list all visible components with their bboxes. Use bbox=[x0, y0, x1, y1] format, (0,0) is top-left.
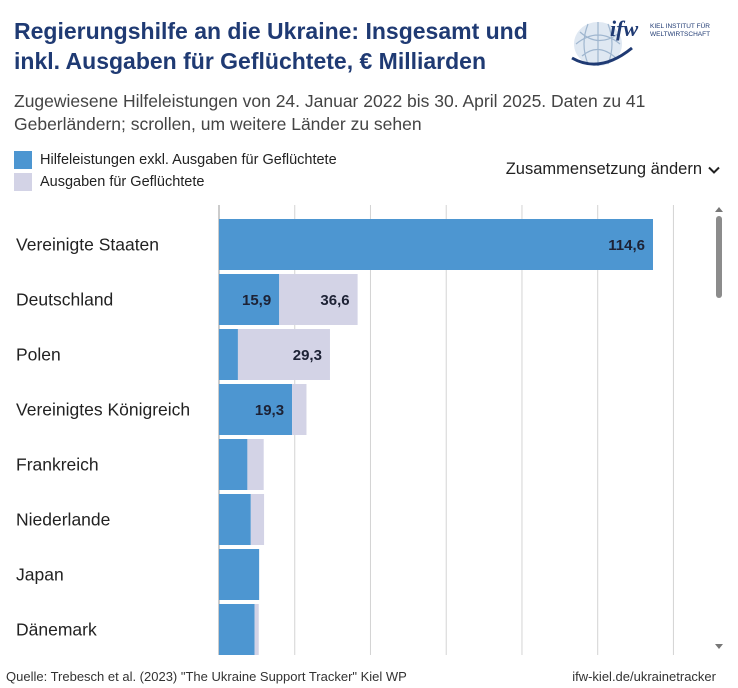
legend-item-aid: Hilfeleistungen exkl. Ausgaben für Geflü… bbox=[14, 150, 337, 170]
logo-subtext-1: KIEL INSTITUT FÜR bbox=[650, 22, 710, 30]
legend-swatch-refugees bbox=[14, 173, 32, 191]
legend-label-aid: Hilfeleistungen exkl. Ausgaben für Geflü… bbox=[40, 152, 337, 168]
bar-aid bbox=[219, 274, 280, 325]
data-label: 114,6 bbox=[608, 237, 645, 254]
logo-subtext-2: WELTWIRTSCHAFT bbox=[650, 31, 710, 38]
site-link[interactable]: ifw-kiel.de/ukrainetracker bbox=[572, 669, 716, 684]
bar-aid bbox=[219, 219, 653, 270]
source-note: Quelle: Trebesch et al. (2023) "The Ukra… bbox=[6, 669, 407, 684]
data-label: 15,9 bbox=[242, 292, 271, 309]
bar-aid bbox=[219, 494, 251, 545]
category-label: Vereinigtes Königreich bbox=[16, 400, 190, 420]
legend-item-refugees: Ausgaben für Geflüchtete bbox=[14, 172, 204, 192]
composition-dropdown[interactable]: Zusammensetzung ändern bbox=[506, 160, 720, 179]
data-label: 36,6 bbox=[320, 292, 349, 309]
logo-wordmark: ifw bbox=[610, 16, 638, 41]
bar-refugees bbox=[292, 384, 307, 435]
chart-title: Regierungshilfe an die Ukraine: Insgesam… bbox=[14, 18, 528, 74]
scroll-thumb[interactable] bbox=[716, 216, 722, 298]
legend-label-refugees: Ausgaben für Geflüchtete bbox=[40, 174, 205, 190]
scroll-down-arrow[interactable] bbox=[715, 644, 723, 649]
composition-label: Zusammensetzung ändern bbox=[505, 160, 702, 178]
category-label: Vereinigte Staaten bbox=[16, 235, 159, 255]
legend-swatch-aid bbox=[14, 151, 32, 169]
category-label: Deutschland bbox=[16, 290, 113, 310]
chevron-down-icon bbox=[708, 166, 720, 174]
category-label: Japan bbox=[16, 565, 64, 585]
bar-refugees bbox=[237, 329, 330, 380]
globe-icon: ifw KIEL INSTITUT FÜR WELTWIRTSCHAFT bbox=[571, 16, 710, 66]
ifw-logo: ifw KIEL INSTITUT FÜR WELTWIRTSCHAFT bbox=[570, 14, 720, 74]
bar-refugees bbox=[254, 604, 259, 655]
bar-refugees bbox=[250, 494, 265, 545]
bar-aid bbox=[219, 549, 260, 600]
scroll-up-arrow[interactable] bbox=[715, 207, 723, 212]
chart-scrollbar[interactable] bbox=[712, 204, 726, 652]
bar-aid bbox=[219, 604, 255, 655]
category-label: Dänemark bbox=[16, 620, 97, 640]
bar-refugees bbox=[247, 439, 264, 490]
bar-aid bbox=[219, 439, 248, 490]
bar-aid bbox=[219, 384, 293, 435]
bar-refugees bbox=[279, 274, 358, 325]
data-label: 29,3 bbox=[293, 347, 322, 364]
category-label: Frankreich bbox=[16, 455, 99, 475]
category-label: Polen bbox=[16, 345, 61, 365]
chart-subtitle: Zugewiesene Hilfeleistungen von 24. Janu… bbox=[14, 91, 646, 134]
bar-aid bbox=[219, 329, 238, 380]
category-label: Niederlande bbox=[16, 510, 110, 530]
bar-chart: Vereinigte Staaten Deutschland Polen Verein… bbox=[16, 205, 674, 655]
data-label: 19,3 bbox=[255, 402, 284, 419]
